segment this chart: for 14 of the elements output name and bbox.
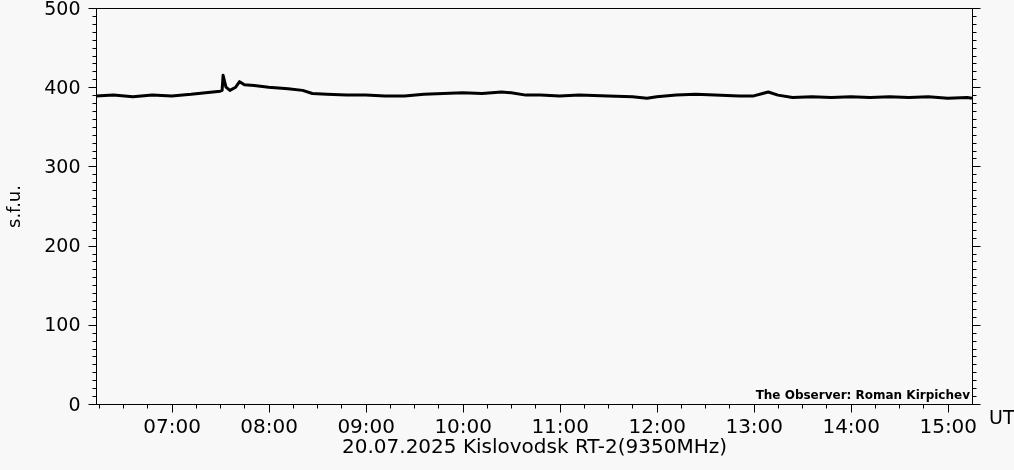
y-tick-label: 100 [44,313,81,336]
y-tick-label: 0 [68,392,81,415]
x-tick-label: 15:00 [919,413,978,438]
annotation: The Observer: Roman Kirpichev [755,388,971,402]
y-tick-label: 200 [44,234,81,257]
x-tick-label: 07:00 [143,413,201,438]
y-tick-label: 500 [44,0,81,19]
y-tick-label: 300 [44,154,81,177]
x-tick-label: 14:00 [822,413,881,438]
text: UT [989,406,1014,428]
x-tick-label: 13:00 [725,413,784,438]
x-tick-label: 08:00 [240,413,298,438]
y-tick-label: 400 [44,75,81,98]
y-axis-title: s.f.u. [3,185,25,228]
